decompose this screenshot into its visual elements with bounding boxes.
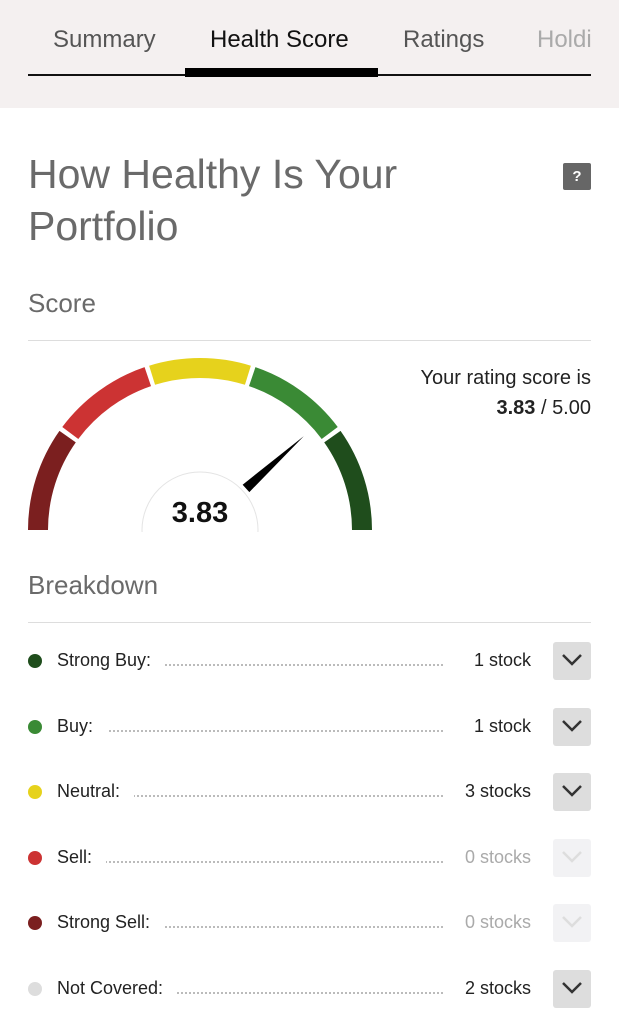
chevron-down-icon (562, 916, 582, 928)
expand-button[interactable] (553, 642, 591, 680)
stock-count: 1 stock (459, 650, 531, 671)
breakdown-row: Strong Buy: 1 stock (28, 642, 591, 680)
score-summary: Your rating score is 3.83 / 5.00 (421, 363, 591, 423)
score-intro: Your rating score is (420, 367, 591, 389)
chevron-down-icon (562, 720, 582, 732)
gauge-needle (242, 436, 304, 493)
active-tab-indicator (185, 68, 378, 77)
dotted-leader (57, 730, 443, 732)
tab-holdings[interactable]: Holdings (537, 26, 591, 53)
chevron-down-icon (562, 785, 582, 797)
rating-label: Strong Sell: (57, 912, 165, 933)
score-max: 5.00 (552, 397, 591, 419)
rating-dot-icon (28, 916, 42, 930)
breakdown-row: Buy: 1 stock (28, 708, 591, 746)
rating-dot-icon (28, 654, 42, 668)
rating-dot-icon (28, 851, 42, 865)
stock-count: 3 stocks (450, 781, 531, 802)
score-heading: Score (28, 288, 96, 318)
rating-label: Strong Buy: (57, 650, 166, 671)
tab-health-score[interactable]: Health Score (210, 26, 349, 53)
stock-count: 0 stocks (450, 912, 531, 933)
tabs: Summary Health Score Ratings Holdings (28, 22, 591, 77)
gauge-segment-neutral (149, 358, 251, 385)
rating-dot-icon (28, 982, 42, 996)
tab-ratings[interactable]: Ratings (403, 26, 485, 53)
breakdown-row: Neutral: 3 stocks (28, 773, 591, 811)
breakdown-row: Strong Sell: 0 stocks (28, 904, 591, 942)
page-title: How Healthy Is Your Portfolio (28, 151, 398, 249)
rating-label: Neutral: (57, 781, 135, 802)
rating-dot-icon (28, 785, 42, 799)
expand-button (553, 839, 591, 877)
help-button[interactable]: ? (563, 163, 591, 190)
expand-button[interactable] (553, 708, 591, 746)
chevron-down-icon (562, 982, 582, 994)
divider (28, 340, 591, 341)
expand-button (553, 904, 591, 942)
rating-dot-icon (28, 720, 42, 734)
rating-label: Sell: (57, 847, 107, 868)
dotted-leader (57, 861, 443, 863)
dotted-leader (57, 664, 443, 666)
tab-summary[interactable]: Summary (53, 26, 156, 53)
breakdown-row: Not Covered: 2 stocks (28, 970, 591, 1008)
gauge-segment-buy (248, 367, 338, 440)
gauge-value: 3.83 (172, 497, 228, 529)
rating-label: Not Covered: (57, 978, 178, 999)
expand-button[interactable] (553, 970, 591, 1008)
stock-count: 1 stock (459, 716, 531, 737)
score-separator: / (535, 397, 553, 419)
dotted-leader (57, 992, 443, 994)
gauge-center (141, 471, 259, 540)
gauge-segment-strong-sell (28, 430, 76, 531)
expand-button[interactable] (553, 773, 591, 811)
gauge-segment-sell (62, 367, 152, 440)
tab-bar: Summary Health Score Ratings Holdings (0, 0, 619, 108)
rating-label: Buy: (57, 716, 108, 737)
breakdown-heading: Breakdown (28, 570, 159, 600)
dotted-leader (57, 795, 443, 797)
score-value: 3.83 (496, 397, 536, 419)
stock-count: 0 stocks (450, 847, 531, 868)
stock-count: 2 stocks (450, 978, 531, 999)
score-gauge: 3.83 (28, 358, 372, 540)
chevron-down-icon (562, 654, 582, 666)
breakdown-row: Sell: 0 stocks (28, 839, 591, 877)
divider (28, 622, 591, 623)
chevron-down-icon (562, 851, 582, 863)
dotted-leader (57, 926, 443, 928)
gauge-segment-strong-buy (324, 430, 372, 531)
